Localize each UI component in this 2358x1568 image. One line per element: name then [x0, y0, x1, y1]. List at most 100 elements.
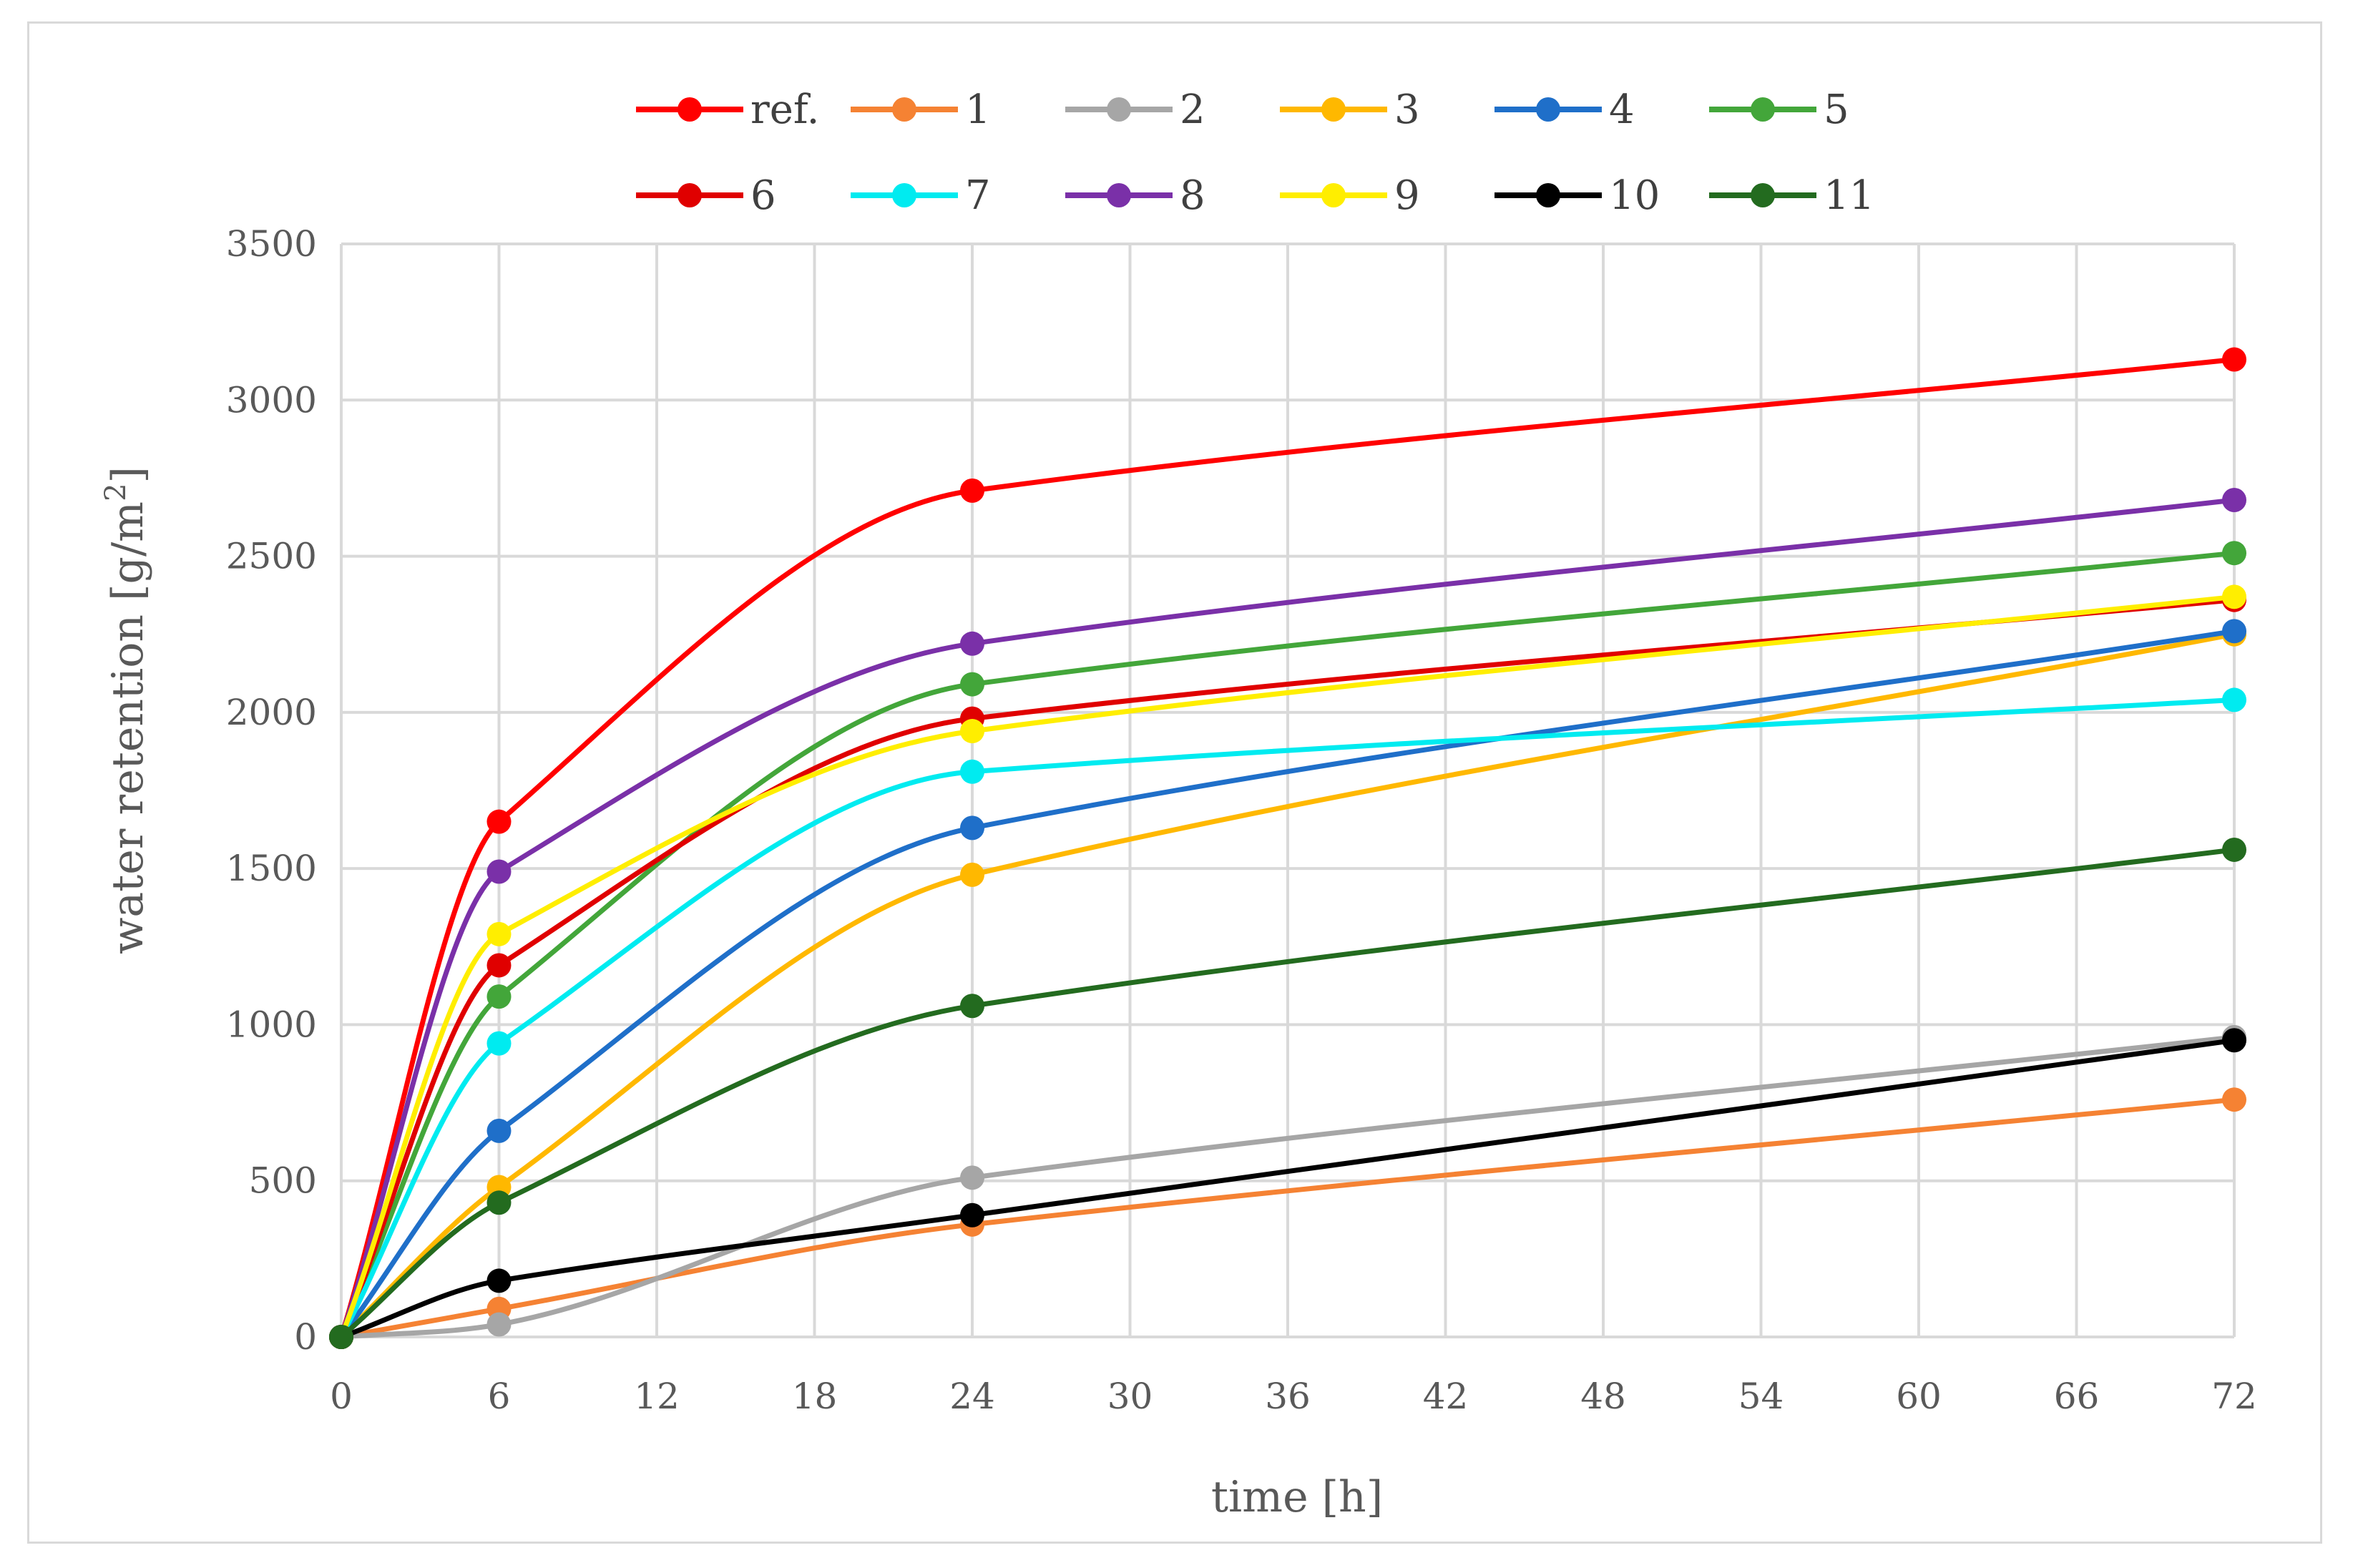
data-point — [960, 719, 984, 744]
legend-item: 3 — [1280, 87, 1420, 133]
x-tick-label: 48 — [1580, 1376, 1626, 1417]
x-tick-label: 42 — [1423, 1376, 1469, 1417]
legend-item: 9 — [1280, 172, 1420, 219]
data-point — [2222, 487, 2246, 512]
legend-swatch-marker — [1321, 97, 1346, 122]
series-line — [339, 632, 2235, 1339]
legend-item: 10 — [1494, 172, 1660, 219]
y-axis-title-end: ] — [103, 466, 153, 483]
x-tick-label: 66 — [2054, 1376, 2100, 1417]
series-line — [338, 550, 2235, 1338]
data-point — [2222, 619, 2246, 644]
x-tick-label: 0 — [330, 1376, 353, 1417]
legend-label: 7 — [965, 172, 991, 219]
x-tick-label: 30 — [1107, 1376, 1153, 1417]
data-point — [486, 953, 512, 978]
x-tick-label: 12 — [634, 1376, 680, 1417]
series-line — [339, 628, 2235, 1339]
x-tick-label: 36 — [1265, 1376, 1311, 1417]
legend-swatch-marker — [1536, 183, 1560, 207]
legend-label: 11 — [1824, 172, 1874, 219]
data-point — [960, 672, 984, 697]
legend-item: 11 — [1709, 172, 1874, 219]
legend-label: 1 — [965, 87, 991, 133]
y-axis-ticks: 0 500 1000 1500 2000 2500 3000 3500 — [226, 223, 317, 1358]
data-point — [2222, 1028, 2246, 1053]
legend-label: ref. — [750, 87, 819, 133]
data-point — [960, 478, 984, 503]
legend-swatch-marker — [677, 97, 702, 122]
legend-item: 2 — [1065, 87, 1205, 133]
legend-item: 7 — [851, 172, 991, 219]
legend-label: 6 — [750, 172, 776, 219]
x-tick-label: 72 — [2211, 1376, 2257, 1417]
legend-swatch-marker — [1751, 183, 1775, 207]
data-point — [960, 1202, 984, 1228]
x-tick-label: 60 — [1896, 1376, 1942, 1417]
data-point — [486, 921, 512, 946]
y-tick-label: 2000 — [226, 692, 317, 733]
legend-label: 3 — [1394, 87, 1420, 133]
series-line — [339, 847, 2235, 1339]
data-point — [486, 984, 512, 1009]
legend-swatch-marker — [1107, 97, 1131, 122]
data-point — [960, 759, 984, 784]
series-line — [338, 697, 2235, 1338]
y-tick-label: 0 — [294, 1316, 317, 1358]
data-point — [486, 1031, 512, 1056]
data-point — [486, 859, 512, 884]
legend-label: 5 — [1824, 87, 1849, 133]
legend-swatch-marker — [892, 97, 916, 122]
data-point — [486, 1190, 512, 1215]
legend-item: 8 — [1065, 172, 1205, 219]
data-point — [960, 815, 984, 841]
x-axis-title: time [h] — [1211, 1472, 1383, 1522]
series-line — [338, 357, 2235, 1338]
legend-item: 6 — [636, 172, 776, 219]
data-point — [2222, 541, 2246, 566]
data-point — [329, 1325, 353, 1349]
data-point — [486, 809, 512, 834]
data-point — [486, 1312, 512, 1337]
legend-item: 4 — [1494, 87, 1635, 133]
y-tick-label: 3000 — [226, 379, 317, 421]
data-point — [486, 1268, 512, 1293]
legend-item: 1 — [851, 87, 991, 133]
legend-swatch-marker — [1107, 183, 1131, 207]
legend-label: 2 — [1180, 87, 1205, 133]
x-axis-ticks: 0 6 12 18 24 30 36 42 48 54 60 66 72 — [330, 1376, 2257, 1417]
legend-item: ref. — [636, 87, 819, 133]
x-tick-label: 24 — [949, 1376, 995, 1417]
data-point — [960, 862, 984, 887]
data-point — [486, 1118, 512, 1143]
y-tick-label: 1500 — [226, 848, 317, 889]
data-point — [2222, 584, 2246, 609]
legend-label: 4 — [1609, 87, 1635, 133]
legend-swatch-marker — [1321, 183, 1346, 207]
data-point — [2222, 347, 2246, 372]
y-axis-title-sup: 2 — [99, 483, 132, 501]
series-line — [338, 594, 2235, 1338]
x-tick-label: 6 — [488, 1376, 511, 1417]
legend-label: 9 — [1394, 172, 1420, 219]
series-layer — [329, 347, 2246, 1349]
y-tick-label: 3500 — [226, 223, 317, 265]
series-11 — [329, 837, 2246, 1349]
series-line — [338, 497, 2235, 1338]
chart-frame: 0 500 1000 1500 2000 2500 3000 3500 0 6 12 18 24 30 3… — [27, 21, 2322, 1544]
data-point — [2222, 687, 2246, 712]
data-point — [960, 1165, 984, 1190]
y-axis-title: water retention [g/m2] — [99, 466, 153, 954]
legend-swatch-marker — [1536, 97, 1560, 122]
x-tick-label: 54 — [1738, 1376, 1784, 1417]
legend: ref. 1 2 3 4 5 6 7 8 9 10 11 — [636, 87, 1874, 219]
data-point — [960, 994, 984, 1019]
data-point — [2222, 1087, 2246, 1112]
legend-swatch-marker — [677, 183, 702, 207]
legend-swatch-marker — [1751, 97, 1775, 122]
x-tick-label: 18 — [792, 1376, 838, 1417]
y-axis-title-main: water retention [g/m — [103, 501, 153, 954]
data-point — [960, 631, 984, 656]
legend-swatch-marker — [892, 183, 916, 207]
